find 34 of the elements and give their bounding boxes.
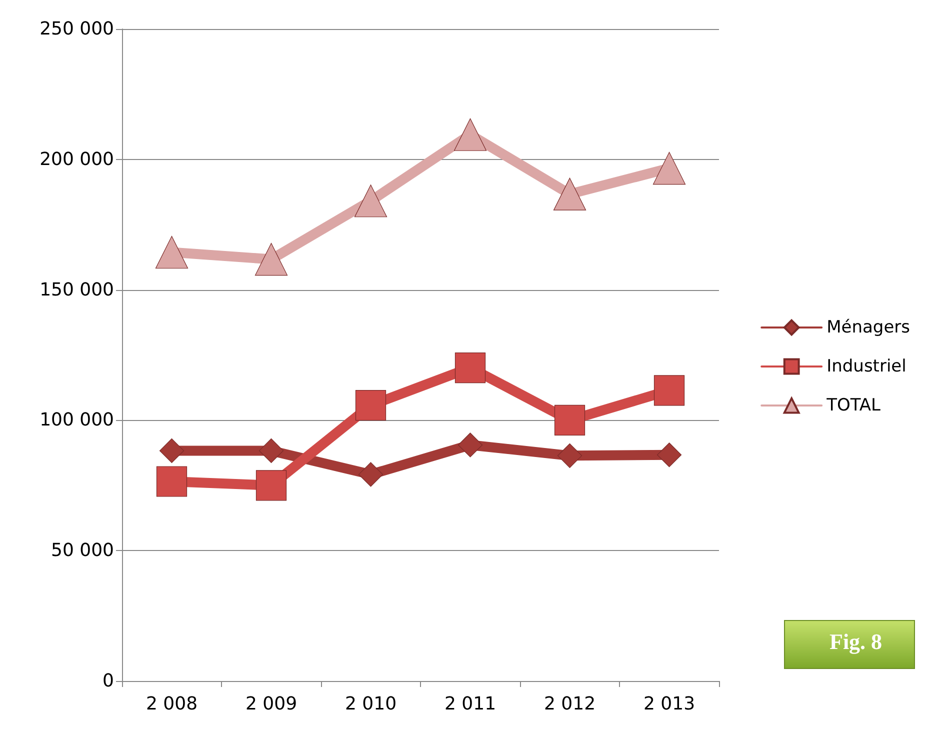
legend-label: Ménagers [826, 318, 910, 338]
point [458, 432, 483, 458]
y-tick-label: 50 000 [51, 540, 114, 562]
y-tick-label: 250 000 [40, 18, 114, 40]
x-tick-label: 2 008 [146, 694, 198, 714]
x-tick-label: 2 012 [544, 694, 596, 714]
x-tick-label: 2 010 [344, 694, 397, 714]
x-tick-label: 2 009 [245, 694, 298, 714]
point [554, 404, 586, 436]
point [155, 236, 188, 269]
y-tick-label: 150 000 [40, 279, 114, 300]
point [557, 443, 582, 468]
point [354, 184, 388, 218]
point [355, 390, 386, 421]
y-tick-label: 200 000 [40, 148, 114, 170]
point [652, 152, 686, 185]
point [156, 466, 188, 497]
point [358, 462, 384, 487]
point [656, 442, 682, 468]
legend-label: Industriel [826, 356, 906, 376]
point [553, 178, 586, 210]
point [454, 352, 486, 384]
point [258, 438, 284, 464]
point [159, 438, 184, 464]
y-tick-label: 0 [102, 670, 114, 692]
point [454, 118, 487, 151]
x-tick-label: 2 011 [444, 694, 496, 714]
caption: Fig. 8 [830, 629, 882, 654]
point [654, 375, 685, 406]
point [254, 242, 288, 276]
point [256, 470, 287, 501]
y-tick-label: 100 000 [40, 410, 114, 431]
legend-label: TOTAL [826, 396, 882, 416]
x-tick-label: 2 013 [643, 694, 696, 714]
